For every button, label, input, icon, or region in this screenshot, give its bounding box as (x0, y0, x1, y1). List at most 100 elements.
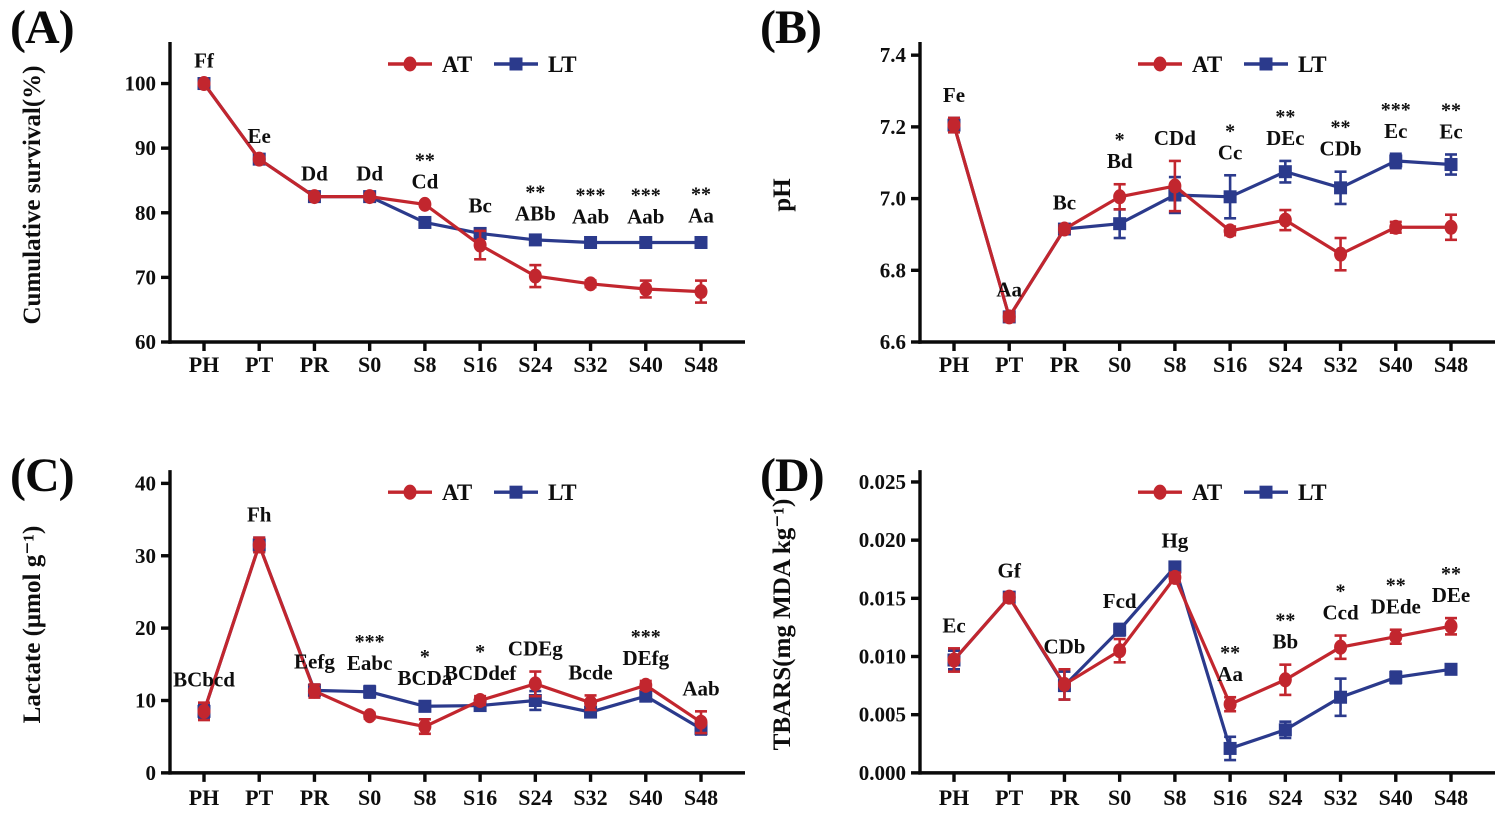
marker-circle (1389, 219, 1403, 235)
y-tick-label: 7.4 (880, 43, 907, 67)
y-tick-label: 80 (135, 201, 156, 225)
x-tick-label: S8 (413, 352, 436, 377)
y-axis-title: Cumulative survival(%) (19, 65, 46, 324)
letter-annotation: CDd (1154, 126, 1196, 150)
y-tick-label: 70 (135, 265, 156, 289)
letter-annotation: Bd (1107, 149, 1133, 173)
marker-circle (403, 56, 417, 72)
legend-label: LT (548, 52, 577, 77)
marker-square (528, 233, 542, 247)
marker-circle (1334, 639, 1348, 655)
marker-circle (1444, 219, 1458, 235)
stars-annotation: *** (631, 184, 661, 206)
marker-circle (197, 703, 211, 719)
y-tick-label: 7.0 (880, 187, 906, 211)
legend-label: LT (1298, 479, 1327, 505)
marker-circle (363, 708, 377, 724)
letter-annotation: Fe (943, 83, 965, 107)
x-tick-label: S40 (1379, 352, 1413, 377)
stars-annotation: * (1115, 129, 1125, 151)
series-line-AT (952, 574, 1452, 707)
x-tick-label: PR (300, 785, 330, 810)
y-axis-title: Lactate (μmol g⁻¹) (19, 526, 46, 724)
stars-annotation: ** (691, 184, 711, 206)
stars-annotation: * (1225, 120, 1235, 142)
x-tick-label: S24 (1268, 352, 1302, 377)
letter-annotation: DEe (1432, 583, 1470, 607)
letter-annotation: Ff (194, 49, 215, 73)
letter-annotation: Aa (1217, 662, 1243, 686)
y-tick-label: 0.025 (859, 470, 906, 494)
letter-annotation: ABb (515, 202, 556, 226)
series-line-LT (202, 540, 702, 731)
marker-circle (418, 196, 432, 212)
panel-b-label: (B) (760, 1, 822, 54)
x-tick-label: S32 (1323, 352, 1357, 377)
letter-annotation: Ee (248, 124, 271, 148)
x-tick-label: PH (939, 785, 970, 810)
marker-circle (1278, 672, 1292, 688)
marker-circle (528, 676, 542, 692)
marker-square (1113, 623, 1127, 637)
axes (911, 470, 1495, 782)
ph-chart: 6.6 6.8 7.0 7.2 7.4 PH PT PR S0 S8 S16 S24 S32 S40 S48… (769, 42, 1495, 377)
y-tick-label: 6.8 (880, 258, 906, 282)
x-tick-label: PT (245, 785, 273, 810)
stars-annotation: ** (1331, 117, 1351, 139)
stars-annotation: * (1336, 580, 1346, 602)
x-tick-label: S40 (629, 352, 663, 377)
letter-annotation: BCDdef (444, 661, 517, 685)
letter-annotation: Fcd (1103, 589, 1137, 613)
marker-square (639, 689, 653, 703)
letter-annotation: Ccd (1322, 600, 1358, 624)
marker-circle (418, 719, 432, 735)
stars-annotation: *** (355, 631, 385, 653)
marker-circle (1223, 223, 1237, 239)
y-tick-label: 90 (135, 136, 156, 160)
marker-square (418, 699, 432, 713)
x-tick-label: PR (1050, 352, 1080, 377)
marker-circle (403, 484, 417, 500)
y-tick-label: 40 (135, 471, 156, 495)
x-tick-label: S0 (1108, 785, 1131, 810)
marker-circle (1057, 676, 1071, 692)
marker-circle (1153, 56, 1167, 72)
marker-square (639, 235, 653, 249)
marker-circle (1444, 618, 1458, 634)
marker-square (1389, 154, 1403, 168)
stars-annotation: ** (1275, 106, 1295, 128)
panel-c-lactate: (C) 0 10 20 30 40 PH PT PR S0 S8 S16 S24 S32 S40 S48 La… (0, 414, 750, 829)
x-tick-label: S16 (1213, 785, 1247, 810)
x-tick-label: S16 (1213, 352, 1247, 377)
stars-annotation: ** (1220, 642, 1240, 664)
marker-circle (1153, 484, 1167, 500)
marker-circle (252, 151, 266, 167)
marker-circle (694, 714, 708, 730)
letter-annotation: Dd (356, 162, 383, 186)
marker-circle (947, 652, 961, 668)
marker-circle (694, 284, 708, 300)
stars-annotation: * (475, 641, 485, 663)
y-tick-label: 0.005 (859, 703, 906, 727)
y-tick-label: 60 (135, 330, 156, 354)
marker-circle (363, 189, 377, 205)
stars-annotation: ** (1275, 610, 1295, 632)
cumulative-survival-chart: 60 70 80 90 100 PH PT PR S0 S8 S16 S24 S32 S40 S48 Cumu… (19, 42, 745, 377)
y-tick-label: 6.6 (880, 330, 906, 354)
marker-circle (1002, 309, 1016, 325)
marker-circle (528, 268, 542, 284)
legend-label: AT (442, 479, 472, 505)
legend: AT LT (388, 479, 577, 505)
marker-square (1278, 723, 1292, 737)
y-tick-label: 0.015 (859, 586, 906, 610)
legend-label: AT (1192, 52, 1222, 77)
letter-annotation: Ec (1439, 119, 1462, 143)
panel-a-cumulative-survival: (A) 60 70 80 90 100 PH PT PR S0 S8 S16 S24 S32 S40 S48… (0, 0, 750, 414)
letter-annotation: Ec (1384, 119, 1407, 143)
y-tick-label: 7.2 (880, 115, 906, 139)
marker-square (1223, 741, 1237, 755)
legend-label: AT (442, 52, 472, 77)
letter-annotation: Hg (1161, 528, 1188, 552)
series-AT (947, 569, 1458, 713)
